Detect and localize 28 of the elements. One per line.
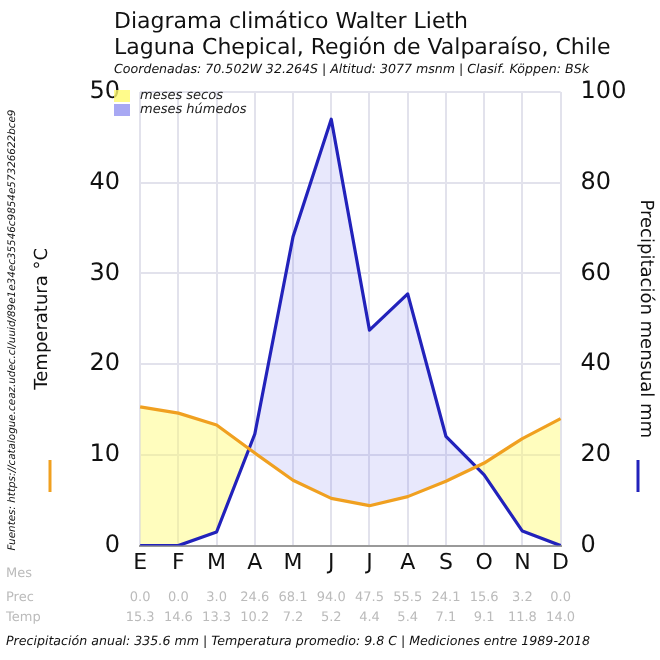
chart-title: Diagrama climático Walter Lieth <box>114 7 469 34</box>
x-tick-label: F <box>172 548 185 575</box>
y-tick-label: 30 <box>89 257 121 286</box>
x-tick-label: E <box>133 548 148 575</box>
x-tick-label: J <box>364 548 373 575</box>
y2-tick-label: 60 <box>580 257 612 286</box>
y-tick-label: 50 <box>89 76 121 105</box>
y2-tick-label: 80 <box>580 166 612 195</box>
x-tick-label: A <box>400 548 417 575</box>
y-tick-label: 10 <box>89 439 121 468</box>
y-tick-label: 0 <box>104 529 121 558</box>
y-tick-label: 40 <box>89 166 121 195</box>
y-axis-title: Temperatura °C <box>33 247 54 392</box>
x-tick-label: A <box>247 548 264 575</box>
x-tick-label: M <box>207 548 227 575</box>
x-tick-label: S <box>438 548 453 575</box>
x-tick-label: D <box>552 548 570 575</box>
y2-tick-label: 0 <box>580 529 596 558</box>
y2-tick-label: 20 <box>580 439 612 468</box>
y2-tick-label: 100 <box>580 76 627 105</box>
y2-axis-title: Precipitación mensual mm <box>634 199 657 439</box>
y-tick-label: 20 <box>89 348 121 377</box>
x-tick-label: N <box>514 548 531 575</box>
y2-tick-label: 40 <box>580 348 612 377</box>
x-tick-label: J <box>326 548 335 575</box>
x-tick-label: M <box>283 548 303 575</box>
chart-subtitle: Laguna Chepical, Región de Valparaíso, Chile <box>114 33 611 60</box>
x-tick-label: O <box>475 548 494 575</box>
